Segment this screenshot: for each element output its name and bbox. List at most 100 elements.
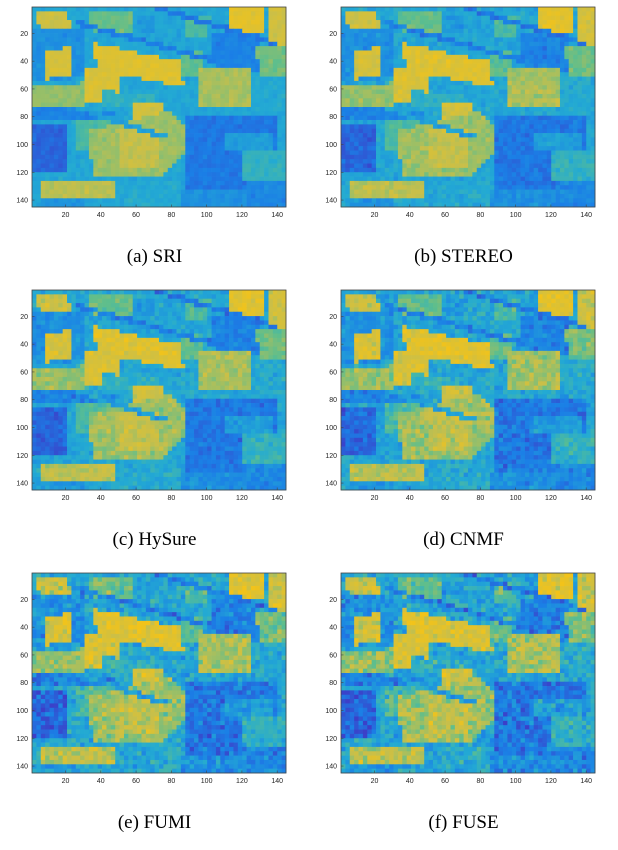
heatmap-cell — [215, 15, 221, 21]
heatmap-cell — [380, 124, 386, 130]
heatmap-cell — [485, 115, 491, 121]
heatmap-cell — [32, 7, 37, 12]
heatmap-cell — [272, 180, 278, 186]
heatmap-cell — [53, 159, 59, 164]
heatmap-cell — [102, 172, 107, 177]
heatmap-cell — [546, 59, 552, 64]
heatmap-cell — [489, 20, 495, 25]
heatmap-cell — [411, 93, 416, 99]
heatmap-cell — [137, 33, 142, 38]
heatmap-cell — [93, 167, 99, 173]
heatmap-cell — [264, 102, 269, 108]
heatmap-cell — [123, 124, 129, 130]
heatmap-cell — [277, 198, 282, 203]
heatmap-cell — [568, 85, 574, 90]
heatmap-cell — [349, 15, 355, 21]
heatmap-cell — [259, 185, 265, 190]
heatmap-cell — [419, 111, 425, 117]
heatmap-cell — [211, 46, 217, 51]
heatmap-cell — [564, 120, 570, 125]
heatmap-cell — [159, 189, 164, 195]
heatmap-cell — [393, 67, 399, 73]
heatmap-cell — [32, 93, 37, 99]
heatmap-cell — [159, 33, 164, 38]
heatmap-cell — [586, 41, 591, 47]
heatmap-cell — [97, 189, 103, 195]
heatmap-cell — [172, 198, 177, 203]
y-tick-label: 100 — [16, 142, 28, 149]
heatmap-cell — [406, 120, 412, 125]
heatmap-cell — [468, 167, 473, 173]
heatmap-cell — [358, 33, 364, 38]
heatmap-cell — [454, 141, 460, 147]
heatmap-cell — [542, 93, 548, 99]
heatmap-cell — [393, 20, 399, 25]
heatmap-cell — [80, 67, 85, 73]
heatmap-cell — [154, 163, 160, 169]
heatmap-cell — [507, 15, 513, 21]
heatmap-cell — [277, 150, 282, 156]
heatmap-cell — [189, 50, 195, 56]
heatmap-cell — [106, 146, 112, 151]
heatmap-cell — [62, 98, 68, 103]
heatmap-cell — [384, 54, 390, 60]
heatmap-cell — [559, 20, 565, 25]
heatmap-cell — [524, 37, 530, 43]
heatmap-cell — [189, 54, 195, 60]
heatmap-cell — [463, 20, 469, 25]
heatmap-cell — [242, 154, 247, 160]
heatmap-cell — [489, 7, 495, 12]
heatmap-cell — [224, 128, 230, 134]
heatmap-cell — [415, 67, 421, 73]
heatmap-cell — [97, 67, 103, 73]
heatmap-cell — [264, 7, 269, 12]
heatmap-cell — [45, 146, 50, 151]
heatmap-cell — [573, 11, 578, 17]
heatmap-cell — [507, 85, 513, 90]
heatmap-cell — [424, 167, 429, 173]
heatmap-cell — [586, 154, 591, 160]
heatmap-cell — [402, 7, 408, 12]
heatmap-cell — [397, 59, 403, 64]
heatmap-cell — [542, 146, 548, 151]
heatmap-cell — [555, 115, 561, 121]
heatmap-cell — [533, 141, 539, 147]
heatmap-cell — [176, 141, 182, 147]
heatmap-cell — [40, 159, 46, 164]
heatmap-cell — [102, 59, 107, 64]
heatmap-cell — [45, 133, 50, 138]
panel-sri: 20 40 60 80 100 120 140 20 40 60 80 100 120 140 (a) S… — [0, 0, 309, 283]
heatmap-cell — [141, 63, 147, 69]
heatmap-cell — [110, 202, 116, 208]
heatmap-cell — [349, 102, 355, 108]
heatmap-cell — [520, 120, 526, 125]
heatmap-cell — [80, 28, 85, 34]
heatmap-cell — [119, 163, 125, 169]
heatmap-cell — [132, 41, 138, 47]
heatmap-cell — [564, 141, 570, 147]
heatmap-cell — [577, 85, 583, 90]
heatmap-cell — [224, 67, 230, 73]
heatmap-cell — [71, 80, 77, 86]
heatmap-cell — [264, 198, 269, 203]
heatmap-cell — [472, 89, 478, 95]
heatmap-cell — [524, 141, 530, 147]
heatmap-cell — [233, 20, 239, 25]
heatmap-cell — [376, 107, 381, 112]
heatmap-cell — [354, 63, 359, 69]
heatmap-cell — [411, 20, 416, 25]
heatmap-cell — [93, 107, 99, 112]
heatmap-cell — [358, 54, 364, 60]
heatmap-cell — [40, 133, 46, 138]
heatmap-cell — [128, 159, 134, 164]
heatmap-cell — [472, 167, 478, 173]
heatmap-cell — [406, 41, 412, 47]
heatmap-cell — [242, 198, 247, 203]
heatmap-cell — [459, 133, 464, 138]
heatmap-cell — [154, 93, 160, 99]
heatmap-cell — [88, 76, 94, 82]
heatmap-cell — [123, 93, 129, 99]
heatmap-cell — [446, 133, 451, 138]
heatmap-cell — [393, 46, 399, 51]
heatmap-cell — [533, 167, 539, 173]
